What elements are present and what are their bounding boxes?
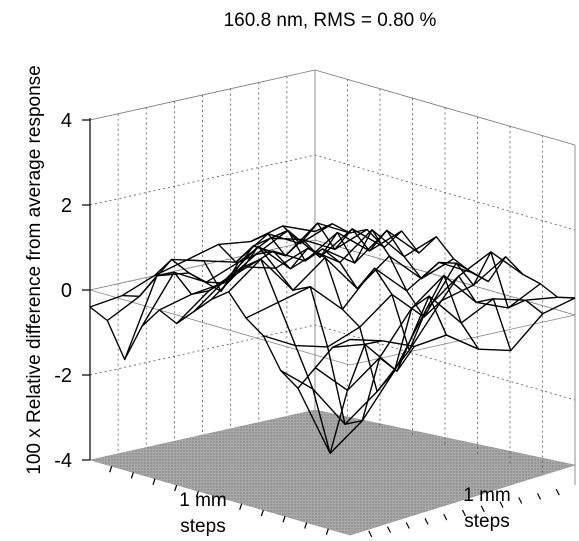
mesh-row-line xyxy=(282,222,544,315)
x-tick-mark xyxy=(282,516,286,523)
mesh-row-line xyxy=(153,245,415,425)
zero-plane xyxy=(89,239,576,366)
x-tick-mark xyxy=(239,503,243,510)
mesh-column-line xyxy=(106,223,333,322)
y-axis-label-line1: 1 mm xyxy=(463,485,511,506)
z-tick-label: -4 xyxy=(54,450,72,472)
x-tick-mark xyxy=(260,509,264,517)
mesh-column-line xyxy=(280,256,507,425)
x-tick-mark xyxy=(325,528,329,535)
y-tick-mark xyxy=(555,488,560,496)
y-tick-mark xyxy=(518,497,523,504)
mesh-column-line xyxy=(228,255,455,293)
surface-mesh xyxy=(89,222,576,455)
mesh-column-line xyxy=(193,229,420,312)
x-tick-mark xyxy=(130,472,134,479)
y-tick-mark xyxy=(405,522,410,529)
x-axis-label-line2: steps xyxy=(180,516,225,537)
y-tick-mark xyxy=(386,526,392,533)
mesh-column-line xyxy=(332,295,558,372)
mesh-row-line xyxy=(89,291,351,389)
z-axis-label: 100 x Relative difference from average r… xyxy=(24,65,45,474)
z-tick-label: 0 xyxy=(61,280,72,302)
x-tick-mark xyxy=(217,497,221,504)
mesh-row-line xyxy=(122,258,383,455)
mesh-column-line xyxy=(159,228,385,311)
grid-line-z xyxy=(89,324,576,401)
mesh-column-line xyxy=(89,225,316,308)
x-tick-mark xyxy=(174,484,178,492)
x-tick-mark xyxy=(195,491,199,498)
y-tick-mark xyxy=(424,518,429,525)
y-tick-mark xyxy=(368,530,373,538)
z-tick-label: 4 xyxy=(61,110,72,132)
mesh-column-line xyxy=(141,228,368,327)
z-tick-label: 2 xyxy=(61,195,72,217)
x-tick-mark xyxy=(152,478,156,485)
mesh-column-line xyxy=(314,274,541,392)
y-tick-mark xyxy=(499,501,504,508)
y-tick-mark xyxy=(480,505,485,513)
y-tick-mark xyxy=(443,513,448,521)
mesh-column-line xyxy=(263,262,489,348)
mesh-column-line xyxy=(176,230,403,324)
grid-line-z xyxy=(89,154,576,231)
mesh-row-line xyxy=(314,223,576,299)
x-tick-mark xyxy=(109,466,113,473)
y-axis-label-line2: steps xyxy=(464,511,509,532)
mesh-row-line xyxy=(218,229,480,352)
x-axis-label-line1: 1 mm xyxy=(179,490,227,511)
mesh-column-line xyxy=(349,297,576,352)
x-tick-mark xyxy=(304,522,308,529)
chart-title: 160.8 nm, RMS = 0.80 % xyxy=(224,10,437,31)
box-top-edge xyxy=(89,69,576,146)
floor-texture xyxy=(90,410,575,535)
mesh-column-line xyxy=(245,261,472,319)
z-tick-label: -2 xyxy=(54,365,72,387)
mesh-column-line xyxy=(210,229,437,300)
y-tick-mark xyxy=(461,509,467,517)
y-tick-mark xyxy=(536,493,542,500)
z-ticks: 4 2 0 -2 -4 xyxy=(54,110,560,538)
